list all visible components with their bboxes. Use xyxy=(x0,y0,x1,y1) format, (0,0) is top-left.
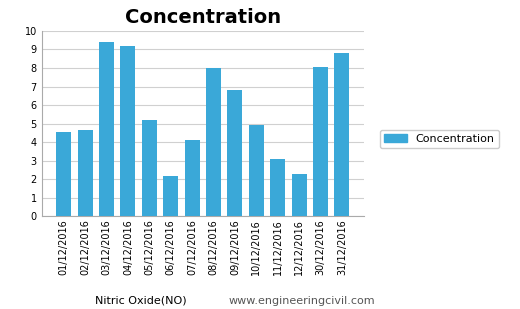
Bar xyxy=(142,120,157,216)
Bar xyxy=(77,130,93,216)
Title: Concentration: Concentration xyxy=(125,7,281,27)
Bar xyxy=(227,90,242,216)
Bar xyxy=(249,125,264,216)
Bar xyxy=(121,46,135,216)
Bar xyxy=(270,159,285,216)
Text: www.engineeringcivil.com: www.engineeringcivil.com xyxy=(228,296,375,306)
Bar xyxy=(313,67,328,216)
Bar xyxy=(163,176,178,216)
Bar xyxy=(292,174,307,216)
Bar xyxy=(185,140,200,216)
Bar xyxy=(334,53,349,216)
Text: Nitric Oxide(NO): Nitric Oxide(NO) xyxy=(95,296,186,306)
Bar xyxy=(206,68,221,216)
Legend: Concentration: Concentration xyxy=(380,129,499,149)
Bar xyxy=(56,132,71,216)
Bar xyxy=(99,42,114,216)
